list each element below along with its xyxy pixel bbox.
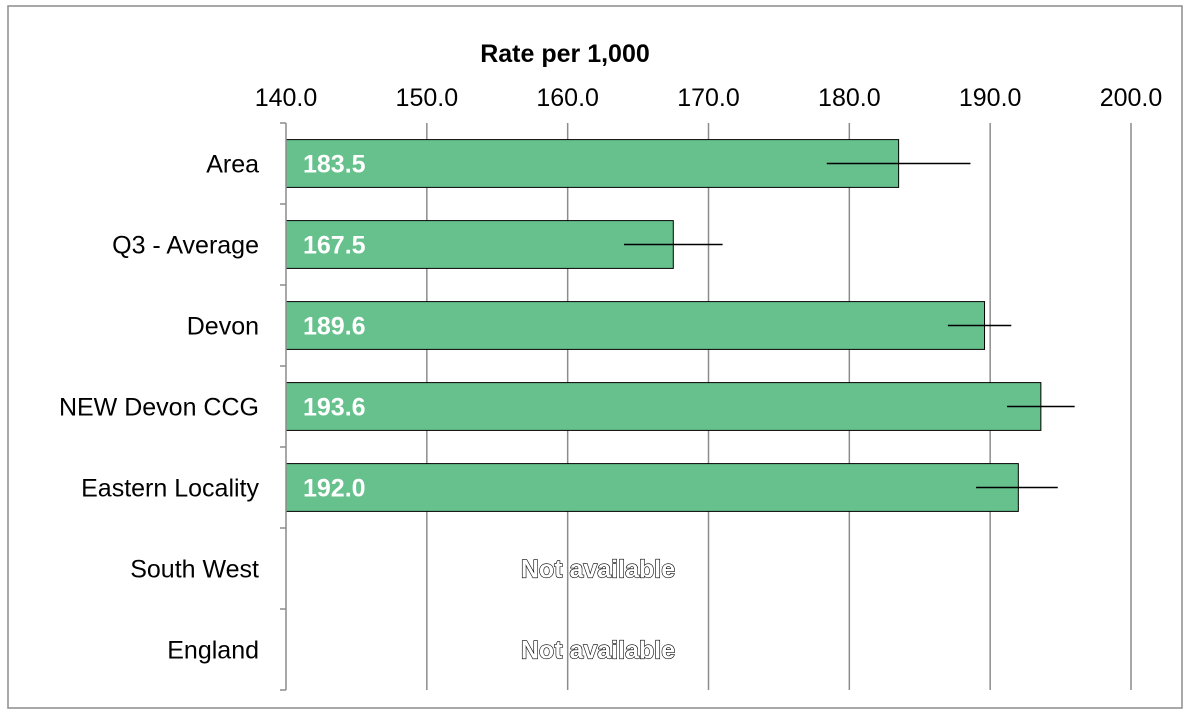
not-available-label: Not available bbox=[521, 637, 675, 665]
category-labels: Area Q3 - Average Devon NEW Devon CCG Easter… bbox=[59, 151, 260, 665]
bars: 183.5 167.5 189.6 193.6 192.0 Not available No… bbox=[285, 139, 1075, 665]
category-label: England bbox=[167, 637, 259, 665]
bar bbox=[285, 463, 1019, 512]
x-tick-labels: 140.0 150.0 160.0 170.0 180.0 190.0 200.0 bbox=[255, 84, 1163, 112]
data-label: 167.5 bbox=[303, 232, 366, 260]
x-tick-label: 140.0 bbox=[255, 84, 318, 112]
data-label: 183.5 bbox=[303, 151, 366, 179]
x-tick-label: 200.0 bbox=[1100, 84, 1163, 112]
category-label: Eastern Locality bbox=[81, 475, 259, 503]
category-label: NEW Devon CCG bbox=[59, 394, 259, 422]
x-tick-label: 180.0 bbox=[818, 84, 881, 112]
data-label: 189.6 bbox=[303, 313, 366, 341]
bar bbox=[285, 301, 986, 350]
data-label: 193.6 bbox=[303, 394, 366, 422]
bar bbox=[285, 139, 900, 188]
x-tick-label: 150.0 bbox=[396, 84, 459, 112]
x-tick-label: 170.0 bbox=[677, 84, 740, 112]
bar bbox=[285, 382, 1042, 431]
chart-frame bbox=[7, 5, 1183, 709]
category-label: Q3 - Average bbox=[112, 232, 259, 260]
x-tick-label: 160.0 bbox=[536, 84, 599, 112]
x-tick-label: 190.0 bbox=[959, 84, 1022, 112]
category-label: Devon bbox=[187, 313, 259, 341]
category-label: South West bbox=[130, 556, 259, 584]
not-available-label: Not available bbox=[521, 556, 675, 584]
bar bbox=[285, 220, 674, 269]
category-axis bbox=[280, 122, 287, 691]
category-label: Area bbox=[206, 151, 259, 179]
axis-title: Rate per 1,000 bbox=[480, 40, 650, 68]
data-label: 192.0 bbox=[303, 475, 366, 503]
